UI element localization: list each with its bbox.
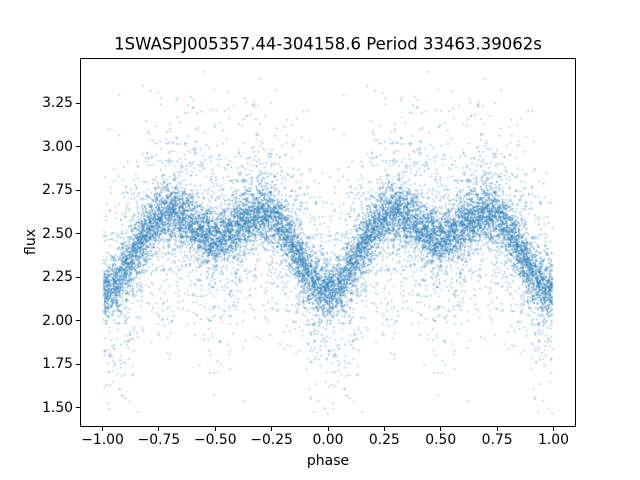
y-tick-mark bbox=[76, 189, 80, 191]
x-tick-label: 0.00 bbox=[312, 432, 344, 448]
x-tick-label: 0.25 bbox=[368, 432, 400, 448]
y-tick-mark bbox=[76, 102, 80, 104]
x-tick-mark bbox=[327, 427, 329, 431]
x-tick-label: 0.50 bbox=[425, 432, 457, 448]
y-tick-label: 1.75 bbox=[42, 356, 73, 373]
y-tick-mark bbox=[76, 407, 80, 409]
x-tick-label: 0.75 bbox=[481, 432, 513, 448]
y-tick-mark bbox=[76, 320, 80, 322]
scatter-points-canvas bbox=[81, 59, 575, 426]
x-tick-mark bbox=[552, 427, 554, 431]
y-tick-label: 3.25 bbox=[42, 95, 73, 112]
y-tick-label: 2.25 bbox=[42, 269, 73, 286]
y-tick-label: 3.00 bbox=[42, 138, 73, 155]
x-tick-mark bbox=[383, 427, 385, 431]
y-tick-mark bbox=[76, 363, 80, 365]
x-tick-label: −1.00 bbox=[81, 432, 124, 448]
y-tick-label: 2.50 bbox=[42, 225, 73, 242]
chart-title: 1SWASPJ005357.44-304158.6 Period 33463.3… bbox=[114, 34, 542, 54]
y-tick-mark bbox=[76, 233, 80, 235]
plot-area bbox=[80, 58, 576, 427]
x-axis-label: phase bbox=[306, 453, 350, 469]
y-tick-label: 2.75 bbox=[42, 182, 73, 199]
y-tick-label: 2.00 bbox=[42, 312, 73, 329]
x-tick-label: 1.00 bbox=[537, 432, 569, 448]
x-tick-label: −0.50 bbox=[193, 432, 237, 448]
x-tick-mark bbox=[440, 427, 442, 431]
x-tick-label: −0.75 bbox=[137, 432, 181, 448]
x-tick-mark bbox=[271, 427, 273, 431]
x-tick-label: −0.25 bbox=[250, 432, 293, 448]
y-tick-label: 1.50 bbox=[42, 399, 73, 416]
x-tick-mark bbox=[102, 427, 104, 431]
x-tick-mark bbox=[496, 427, 498, 431]
y-tick-mark bbox=[76, 276, 80, 278]
y-tick-mark bbox=[76, 146, 80, 148]
x-tick-mark bbox=[158, 427, 160, 431]
x-tick-mark bbox=[214, 427, 216, 431]
